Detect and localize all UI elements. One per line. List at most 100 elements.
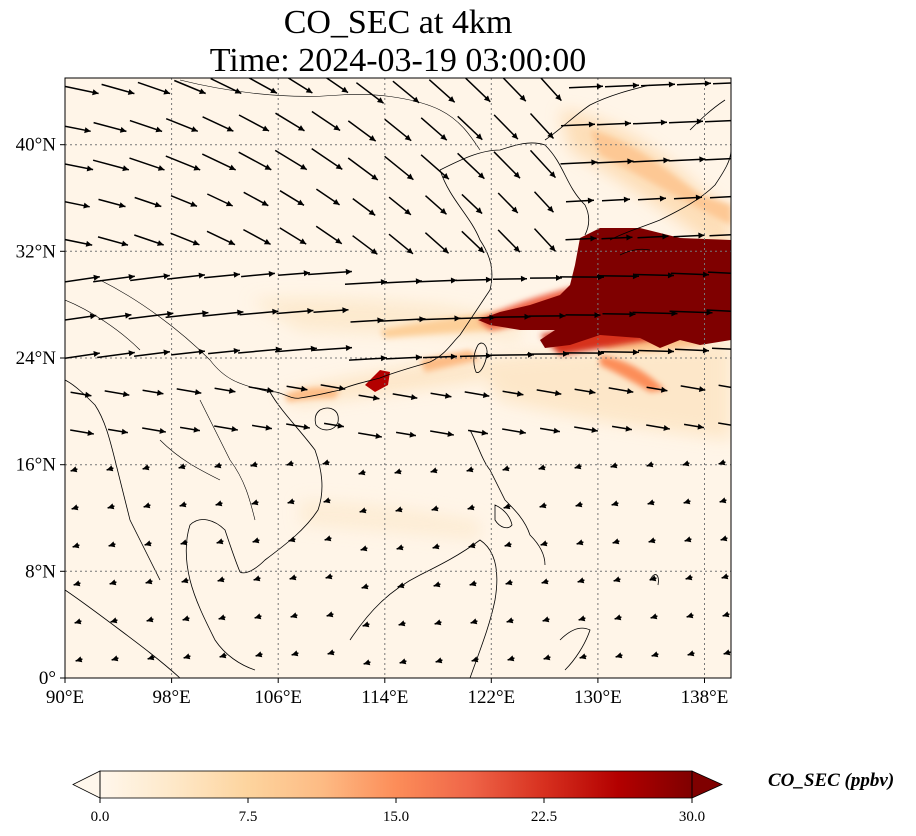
wind-vector-head	[591, 427, 598, 433]
wind-vector-head	[300, 163, 307, 170]
wind-vector	[165, 311, 209, 319]
wind-vector-head	[542, 616, 550, 623]
wind-vector-head	[233, 271, 240, 278]
wind-vector-head	[163, 88, 171, 95]
wind-vector	[311, 346, 353, 352]
wind-vector-head	[686, 612, 694, 619]
wind-vector-head	[121, 428, 128, 435]
wind-vector-head	[579, 653, 587, 660]
wind-vector-head	[363, 659, 371, 666]
wind-vector-head	[255, 651, 263, 658]
wind-vector-head	[723, 649, 731, 656]
wind-vector-head	[192, 239, 200, 246]
wind-vector-head	[288, 536, 296, 543]
wind-vector	[65, 276, 100, 283]
wind-vector-head	[663, 425, 670, 431]
colorbar: 0.0 7.5 15.0 22.5 30.0	[72, 770, 723, 825]
wind-vector	[384, 155, 414, 181]
wind-vector-head	[733, 118, 739, 124]
wind-vector	[238, 348, 282, 354]
lat-tick-label: 16°N	[16, 455, 57, 476]
wind-vector-head	[397, 582, 405, 589]
wind-vector-head	[179, 501, 187, 508]
wind-vector-head	[667, 272, 674, 279]
wind-vector-head	[477, 246, 485, 253]
wind-vector-head	[504, 541, 512, 548]
wind-vector-head	[178, 463, 186, 470]
wind-vector-head	[122, 165, 129, 172]
wind-vector-head	[626, 234, 633, 241]
wind-vector	[633, 273, 675, 277]
title-line-2: Time: 2024-03-19 03:00:00	[209, 42, 587, 79]
wind-vector-head	[524, 313, 531, 320]
wind-vector-head	[732, 194, 738, 200]
wind-vector	[275, 347, 317, 353]
wind-vector-head	[377, 317, 384, 324]
wind-vector	[381, 280, 423, 284]
wind-vector-head	[450, 353, 457, 360]
wind-vector-head	[632, 82, 639, 89]
wind-vector-head	[159, 428, 166, 434]
wind-vector-head	[410, 394, 418, 400]
wind-vector-head	[649, 575, 657, 582]
wind-vector-head	[287, 498, 295, 505]
wind-vector-head	[741, 80, 747, 86]
wind-vector-head	[614, 614, 622, 621]
colorbar-tick-label: 0.0	[91, 809, 110, 825]
wind-vector-head	[431, 505, 439, 512]
lon-tick-label: 122°E	[467, 687, 515, 708]
wind-vector-head	[305, 87, 313, 93]
wind-vector-head	[163, 273, 170, 280]
wind-vector-head	[128, 350, 135, 357]
wind-vector-head	[194, 389, 202, 395]
wind-vector-head	[485, 276, 492, 283]
wind-vector-head	[404, 208, 411, 215]
wind-vector-head	[505, 579, 513, 586]
wind-vector	[92, 159, 130, 171]
wind-vector-head	[626, 388, 634, 394]
wind-vector-head	[380, 355, 387, 362]
wind-vector-head	[225, 200, 233, 207]
wind-vector-head	[218, 614, 226, 621]
wind-vector-head	[265, 424, 272, 431]
wind-vector-head	[234, 88, 242, 94]
wind-vector-head	[466, 466, 474, 473]
wind-vector-head	[659, 195, 666, 202]
wind-vector	[632, 311, 678, 315]
wind-vector-head	[342, 307, 349, 314]
wind-vector-head	[415, 354, 422, 361]
wind-vector-head	[516, 390, 524, 397]
wind-vector-head	[83, 202, 90, 209]
wind-vector	[491, 315, 531, 319]
wind-vector-head	[214, 462, 222, 469]
wind-vector-head	[121, 240, 128, 247]
wind-vector-head	[84, 391, 92, 398]
wind-vector-head	[261, 200, 269, 206]
wind-vector	[238, 151, 272, 171]
wind-vector-head	[396, 544, 404, 551]
wind-vector-head	[358, 469, 366, 476]
wind-vector	[707, 271, 731, 275]
wind-vector-head	[219, 652, 227, 659]
wind-vector-head	[559, 312, 566, 319]
wind-vector-head	[520, 275, 527, 282]
wind-vector-head	[702, 271, 709, 278]
wind-vector-head	[442, 247, 449, 254]
wind-vector-head	[682, 460, 690, 467]
wind-vector-head	[733, 385, 740, 391]
wind-vector	[669, 310, 713, 314]
wind-vector-head	[272, 308, 279, 315]
wind-vector-head	[84, 127, 91, 134]
colorbar-max-extension	[691, 770, 723, 799]
wind-vector-head	[74, 618, 82, 625]
wind-vector-head	[409, 431, 416, 438]
wind-vector-head	[667, 348, 674, 355]
wind-vector	[596, 274, 640, 278]
wind-vector	[311, 147, 343, 171]
wind-vector-head	[111, 655, 119, 662]
lat-tick-label: 40°N	[16, 135, 57, 156]
wind-vector-head	[468, 542, 476, 549]
wind-vector-head	[482, 392, 490, 398]
wind-vector-head	[327, 649, 335, 656]
wind-vector-head	[699, 156, 706, 163]
